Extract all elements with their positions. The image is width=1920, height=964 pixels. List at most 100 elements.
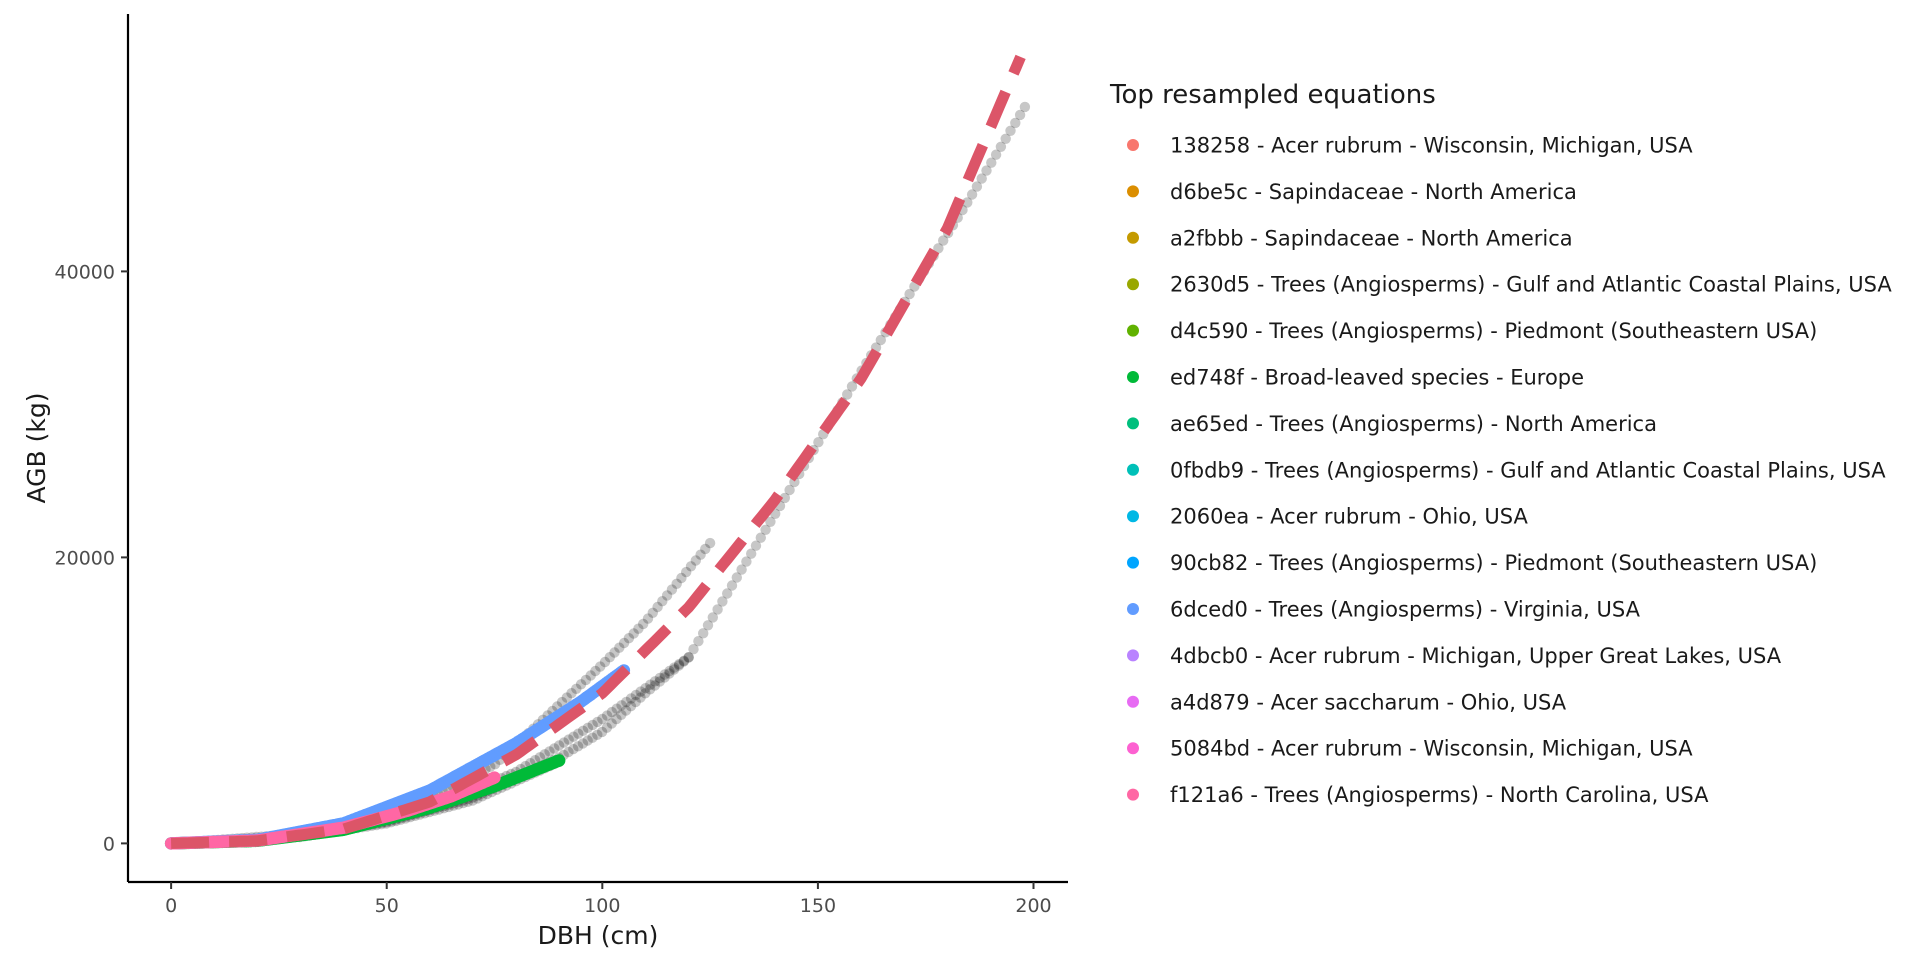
- observed-point: [681, 566, 692, 578]
- observed-point: [592, 729, 603, 740]
- observed-point: [904, 288, 915, 300]
- observed-point: [700, 543, 711, 555]
- legend-key-12: [1127, 695, 1139, 708]
- observed-point: [561, 692, 572, 703]
- observed-point: [601, 722, 613, 733]
- observed-point: [784, 484, 795, 496]
- observed-point: [549, 743, 560, 754]
- observed-point: [671, 578, 682, 589]
- observed-point: [976, 173, 987, 184]
- y-tick-label: 40000: [55, 261, 115, 283]
- observed-point: [595, 661, 606, 672]
- observed-point: [611, 713, 622, 725]
- legend-key-14: [1127, 788, 1139, 801]
- observed-point: [673, 659, 685, 670]
- x-tick-label: 100: [584, 895, 620, 917]
- x-tick-label: 50: [375, 895, 399, 917]
- observed-point: [652, 601, 663, 613]
- observed-point: [582, 722, 594, 733]
- observed-point: [568, 743, 579, 755]
- legend-label-11: 4dbcb0 - Acer rubrum - Michigan, Upper G…: [1170, 644, 1782, 668]
- observed-point: [618, 637, 630, 649]
- observed-point: [683, 652, 694, 663]
- observed-point: [755, 532, 766, 543]
- observed-point: [712, 604, 723, 615]
- observed-point: [590, 665, 601, 677]
- observed-point: [673, 660, 685, 671]
- legend-label-7: 0fbdb9 - Trees (Angiosperms) - Gulf and …: [1170, 458, 1886, 482]
- observed-point: [661, 590, 673, 601]
- observed-point: [587, 732, 598, 743]
- observed-point: [702, 620, 714, 631]
- observed-point: [628, 628, 639, 639]
- observed-point: [534, 752, 546, 763]
- observed-point: [678, 655, 690, 666]
- observed-point: [760, 524, 771, 535]
- observed-point: [597, 713, 608, 725]
- observed-point: [717, 596, 728, 607]
- observed-point: [676, 572, 687, 584]
- observed-point: [846, 381, 858, 392]
- observed-point: [779, 492, 790, 504]
- observed-point: [654, 672, 666, 684]
- observed-point: [577, 738, 589, 749]
- observed-point: [642, 613, 654, 624]
- legend-key-7: [1127, 463, 1139, 476]
- series-point: [488, 771, 501, 784]
- observed-points-layer: [174, 101, 1031, 849]
- observed-point: [604, 652, 615, 663]
- y-tick-label: 0: [103, 833, 115, 855]
- legend-key-11: [1127, 649, 1139, 662]
- observed-point: [750, 540, 762, 551]
- observed-point: [599, 656, 611, 668]
- observed-point: [669, 664, 680, 675]
- observed-point: [544, 746, 555, 757]
- observed-point: [666, 584, 678, 595]
- legend-key-9: [1127, 556, 1139, 569]
- legend-label-1: d6be5c - Sapindaceae - North America: [1170, 180, 1577, 204]
- observed-point: [616, 709, 627, 720]
- legend-label-10: 6dced0 - Trees (Angiosperms) - Virginia,…: [1170, 598, 1641, 622]
- observed-point: [625, 701, 637, 712]
- observed-point: [765, 516, 776, 527]
- observed-point: [1000, 133, 1011, 144]
- observed-point: [638, 618, 649, 630]
- observed-point: [938, 235, 949, 246]
- legend-label-3: 2630d5 - Trees (Angiosperms) - Gulf and …: [1170, 273, 1892, 297]
- legend-label-12: a4d879 - Acer saccharum - Ohio, USA: [1170, 690, 1567, 714]
- legend-key-5: [1127, 371, 1139, 383]
- observed-point: [635, 686, 646, 697]
- observed-point: [625, 693, 637, 704]
- observed-point: [571, 683, 582, 694]
- legend-key-1: [1127, 185, 1139, 198]
- observed-point: [577, 725, 589, 736]
- observed-point: [683, 652, 694, 663]
- axes: 0 50 100 150 200 0 20000 40000: [55, 14, 1068, 917]
- observed-point: [580, 674, 592, 686]
- observed-point: [971, 181, 983, 192]
- observed-point: [616, 700, 627, 711]
- x-tick-label: 200: [1015, 895, 1051, 917]
- observed-point: [669, 662, 680, 673]
- series-point: [553, 754, 566, 767]
- observed-point: [685, 561, 697, 572]
- observed-point: [649, 676, 661, 687]
- observed-point: [596, 726, 608, 738]
- observed-point: [995, 141, 1007, 152]
- observed-point: [657, 596, 668, 607]
- observed-point: [609, 647, 620, 658]
- observed-point: [707, 612, 718, 623]
- observed-point: [678, 656, 689, 667]
- observed-point: [704, 537, 716, 549]
- legend-key-10: [1127, 603, 1139, 615]
- observed-point: [606, 706, 618, 718]
- legend-label-13: 5084bd - Acer rubrum - Wisconsin, Michig…: [1170, 737, 1693, 761]
- observed-point: [1014, 109, 1026, 121]
- observed-point: [875, 334, 886, 346]
- legend-label-8: 2060ea - Acer rubrum - Ohio, USA: [1170, 505, 1528, 529]
- legend-label-9: 90cb82 - Trees (Angiosperms) - Piedmont …: [1170, 551, 1817, 575]
- observed-point: [575, 679, 587, 690]
- observed-point: [572, 741, 584, 752]
